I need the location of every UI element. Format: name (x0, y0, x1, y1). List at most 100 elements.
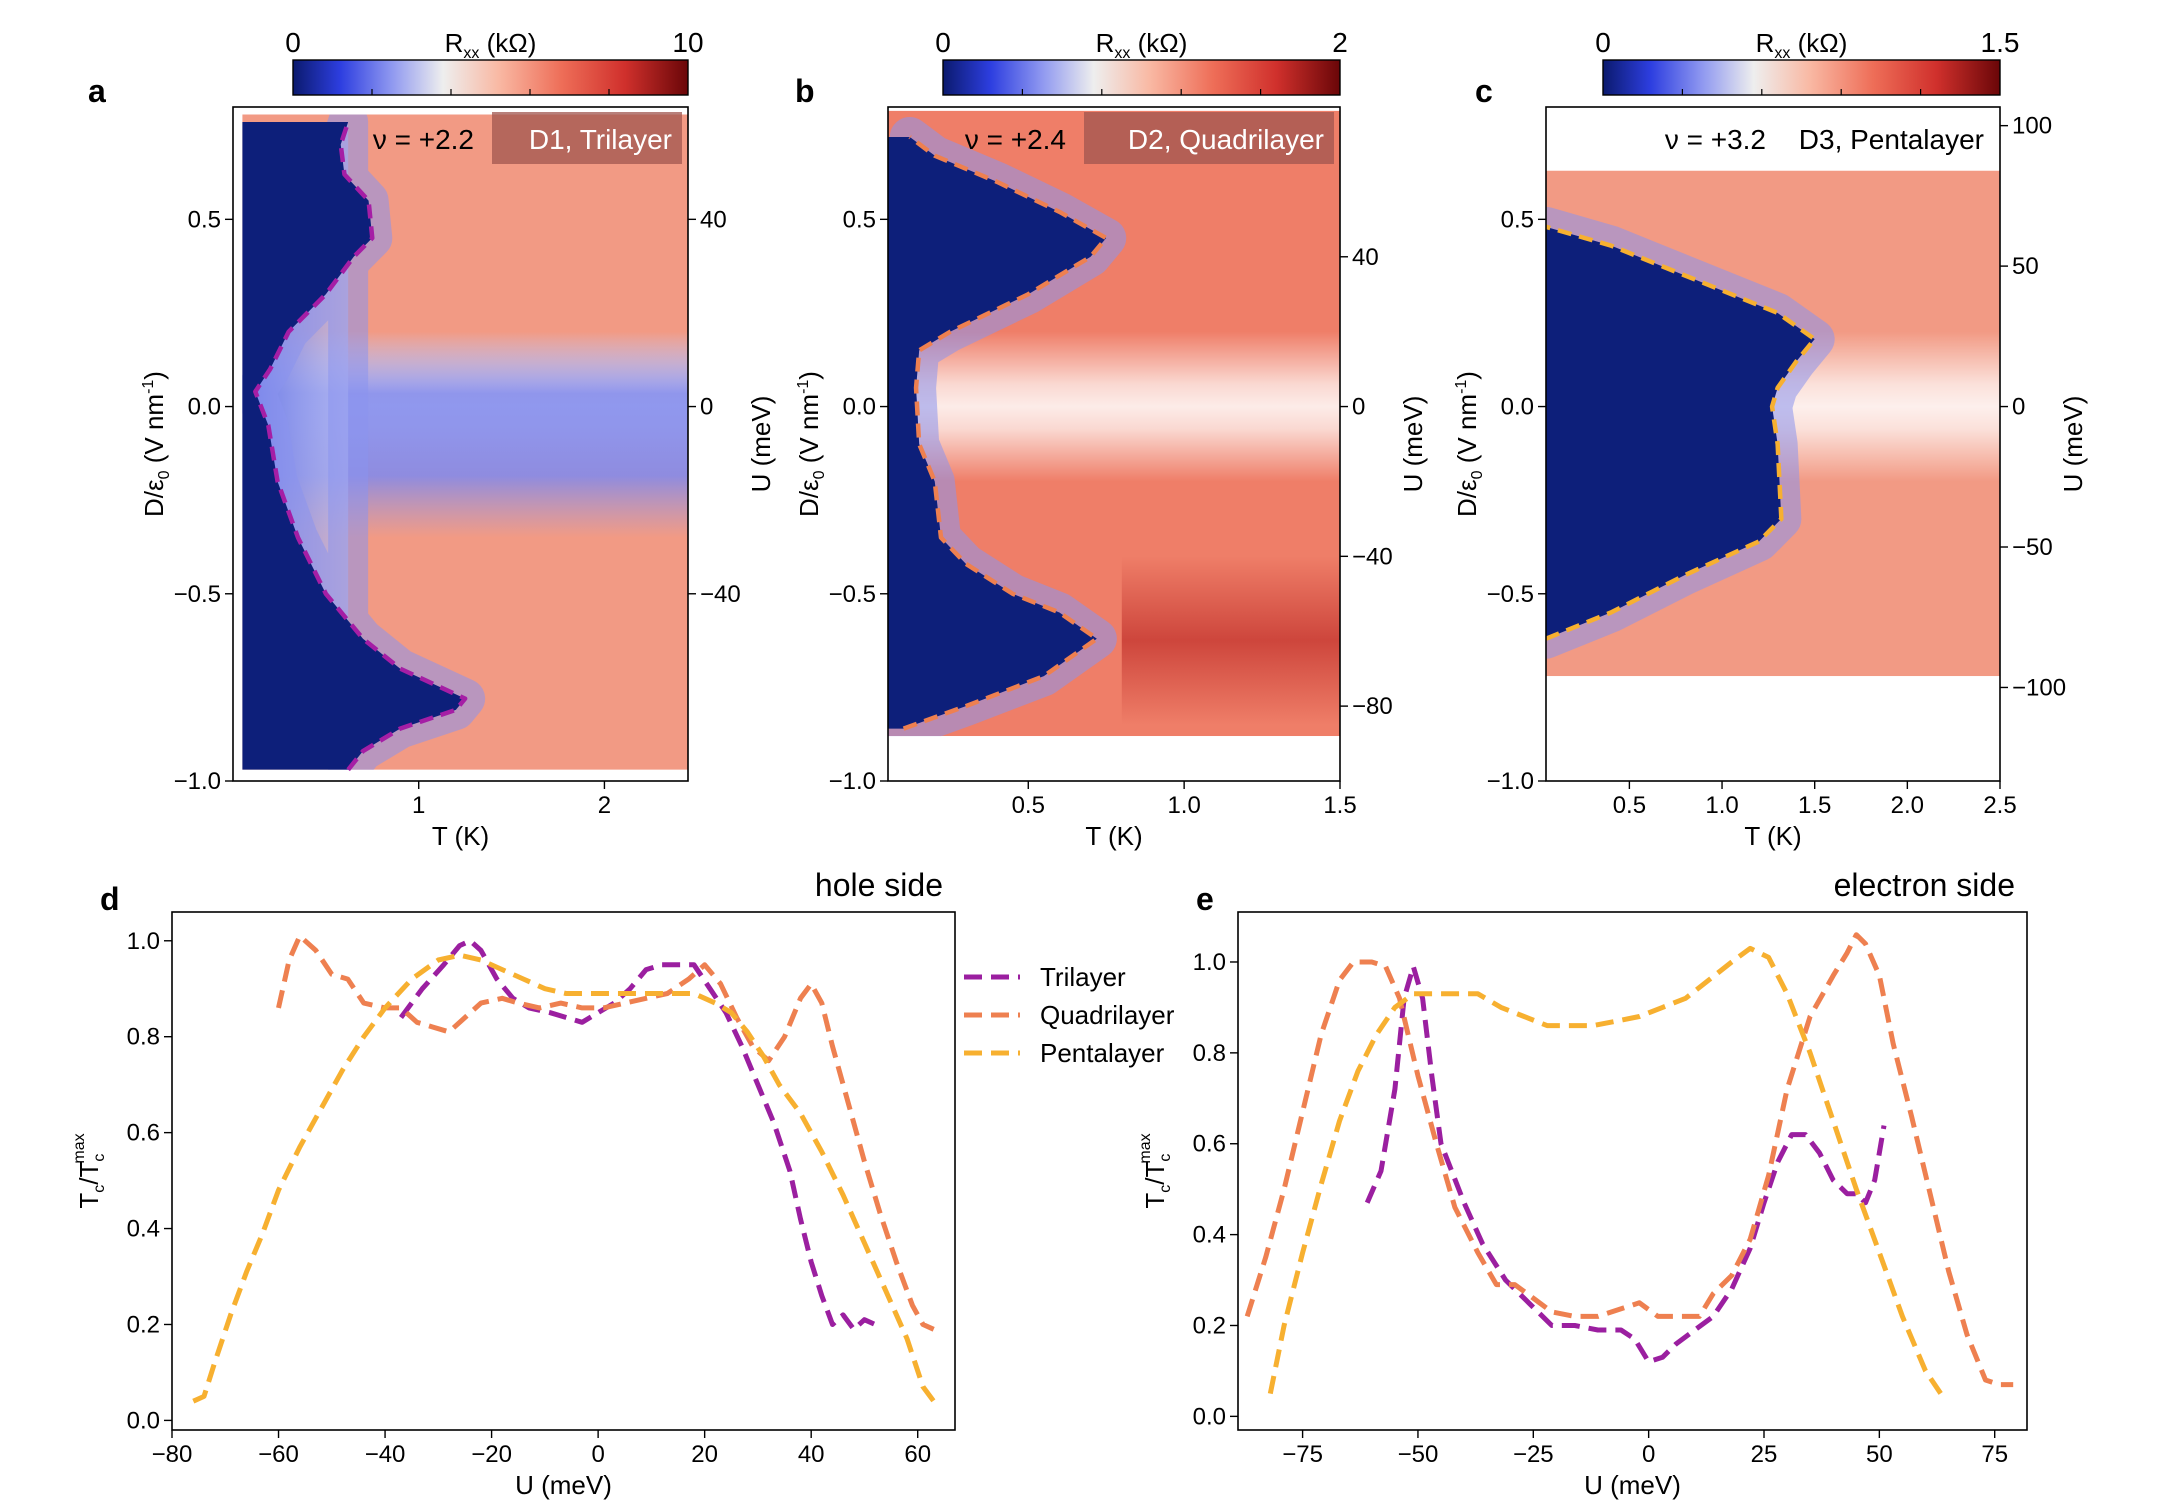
filling-annotation: ν = +2.4 (965, 124, 1066, 155)
panel-letter: a (88, 73, 106, 109)
x-tick-label: 1.5 (1323, 792, 1356, 819)
y2-tick-label: −40 (1352, 543, 1393, 570)
x-tick-label: 1 (412, 792, 425, 819)
x-tick-label: 0.5 (1613, 792, 1646, 819)
y-tick-label: −1.0 (1487, 768, 1534, 795)
filling-annotation: ν = +3.2 (1665, 124, 1766, 155)
y-tick-label: 0.8 (1193, 1040, 1226, 1067)
y-tick-label: 0.0 (1193, 1403, 1226, 1430)
y-tick-label: −0.5 (174, 581, 221, 608)
x-tick-label: 0 (1642, 1441, 1655, 1468)
y-tick-label: −1.0 (174, 768, 221, 795)
y-tick-label: −1.0 (829, 768, 876, 795)
x-tick-label: 1.0 (1167, 792, 1200, 819)
colorbar-max-label: 1.5 (1981, 27, 2020, 58)
x-tick-label: −20 (471, 1441, 512, 1468)
colorbar-min-label: 0 (285, 27, 301, 58)
legend-label-pentalayer: Pentalayer (1040, 1038, 1165, 1068)
y-tick-label: 0.0 (127, 1407, 160, 1434)
panel-a: 0 10 Rxx (kΩ) 1 2 T (K) −1.0 −0.5 0.0 0.5 D/ε0 (V … (88, 27, 776, 851)
device-label: D2, Quadrilayer (1128, 124, 1324, 155)
colorbar-min-label: 0 (935, 27, 951, 58)
x-tick-label: 0 (591, 1441, 604, 1468)
y-tick-label: 0.0 (188, 394, 221, 421)
heatmap (888, 110, 1340, 737)
y-tick-label: 0.4 (127, 1216, 160, 1243)
colorbar (942, 59, 1341, 96)
y2-tick-label: 0 (1352, 394, 1365, 421)
device-label-box (492, 112, 682, 164)
series-line-pentalayer (192, 952, 936, 1404)
y2-tick-label: 40 (1352, 244, 1379, 271)
x-axis-label: T (K) (1085, 821, 1142, 851)
y-tick-label: −0.5 (1487, 581, 1534, 608)
y2-tick-label: −50 (2012, 534, 2053, 561)
x-tick-label: −75 (1282, 1441, 1323, 1468)
y2-tick-label: −80 (1352, 693, 1393, 720)
y-tick-label: 0.5 (843, 206, 876, 233)
axes-frame (1545, 106, 2001, 782)
colorbar (1602, 59, 2001, 96)
axes-frame (232, 106, 689, 782)
y2-axis-label: U (meV) (2058, 396, 2088, 493)
x-axis-label: T (K) (432, 821, 489, 851)
heatmap-high-band (1121, 556, 1340, 725)
y-tick-label: 1.0 (127, 928, 160, 955)
y-tick-label: 0.0 (1501, 394, 1534, 421)
panel-letter: b (795, 73, 815, 109)
colorbar (292, 59, 689, 96)
x-tick-label: 1.0 (1705, 792, 1738, 819)
x-tick-label: 75 (1981, 1441, 2008, 1468)
y-tick-label: 0.5 (1501, 206, 1534, 233)
y-axis-label: D/ε0 (V nm-1) (1452, 371, 1486, 517)
x-tick-label: 0.5 (1012, 792, 1045, 819)
boundary-curve (1545, 224, 1817, 641)
x-tick-label: 50 (1866, 1441, 1893, 1468)
panel-d: −80 −60 −40 −20 0 20 40 60 U (meV) 0.0 0.2 0.4 0.6 0.… (71, 867, 956, 1500)
y-tick-label: 0.6 (127, 1120, 160, 1147)
panel-title: hole side (815, 867, 943, 903)
x-tick-label: 2.0 (1891, 792, 1924, 819)
filling-annotation: ν = +2.2 (373, 124, 474, 155)
boundary-curve (902, 135, 1109, 731)
y-axis-label: Tc/Tcmax (71, 1133, 108, 1208)
y-tick-label: 0.2 (1193, 1312, 1226, 1339)
y-tick-label: 0.2 (127, 1311, 160, 1338)
x-tick-label: 2 (598, 792, 611, 819)
x-tick-label: −50 (1398, 1441, 1439, 1468)
x-tick-label: 2.5 (1983, 792, 2016, 819)
y2-tick-label: 0 (2012, 394, 2025, 421)
legend-label-quadrilayer: Quadrilayer (1040, 1000, 1175, 1030)
heatmap-neutral-band (888, 331, 1340, 482)
heatmap-sc-region (888, 110, 1107, 737)
device-label: D1, Trilayer (529, 124, 672, 155)
y2-axis-label: U (meV) (1398, 396, 1428, 493)
panel-letter: d (100, 881, 120, 917)
axes-frame (171, 911, 956, 1431)
axes-frame (1237, 911, 2028, 1431)
x-tick-label: 40 (798, 1441, 825, 1468)
y2-tick-label: 0 (700, 394, 713, 421)
y-axis-label: Tc/Tcmax (1137, 1133, 1174, 1208)
x-axis-label: U (meV) (515, 1470, 612, 1500)
x-tick-label: 1.5 (1798, 792, 1831, 819)
y2-tick-label: 50 (2012, 253, 2039, 280)
y-tick-label: 0.6 (1193, 1131, 1226, 1158)
x-tick-label: −25 (1513, 1441, 1554, 1468)
panel-title: electron side (1834, 867, 2015, 903)
y-tick-label: 0.8 (127, 1024, 160, 1051)
x-tick-label: 25 (1751, 1441, 1778, 1468)
y-tick-label: −0.5 (829, 581, 876, 608)
panel-e: −75 −50 −25 0 25 50 75 U (meV) 0.0 0.2 0.4 0.6 0.8 1.… (1137, 867, 2028, 1500)
panel-b: 0 2 Rxx (kΩ) 0.5 1.0 1.5 T (K) −1.0 −0.5 0.0 0.5 D/… (794, 27, 1428, 851)
x-tick-label: −60 (258, 1441, 299, 1468)
series-line-quadrilayer (1244, 932, 2014, 1388)
y-tick-label: 0.5 (188, 206, 221, 233)
y2-tick-label: −40 (700, 581, 741, 608)
y-axis-label: D/ε0 (V nm-1) (794, 371, 828, 517)
colorbar-min-label: 0 (1595, 27, 1611, 58)
panel-c: 0 1.5 Rxx (kΩ) 0.5 1.0 1.5 2.0 2.5 T (K) −1.0 −0.5… (1452, 27, 2088, 851)
y-tick-label: 0.0 (843, 394, 876, 421)
x-tick-label: 20 (691, 1441, 718, 1468)
